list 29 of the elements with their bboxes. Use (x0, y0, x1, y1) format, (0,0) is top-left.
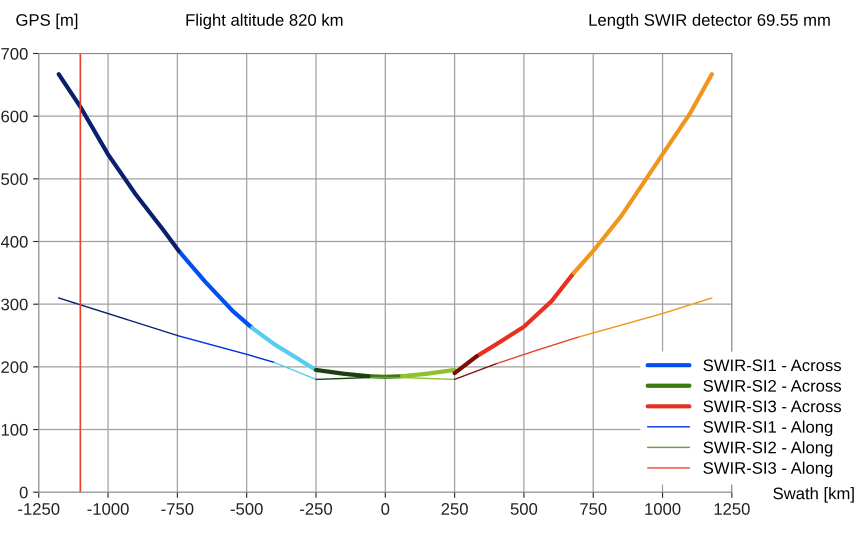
legend-label: SWIR-SI1 - Along (703, 420, 832, 436)
legend-label: SWIR-SI1 - Across (703, 359, 842, 372)
legend-label: SWIR-SI2 - Across (703, 380, 842, 392)
y-tick-label: 100 (2, 424, 28, 436)
y-axis-title: GPS [m] (16, 14, 78, 30)
text: Length SWIR detector 69.55 mm (590, 14, 830, 30)
x-tick-label: 500 (510, 503, 538, 515)
chart-title: Flight altitude 820 km (186, 14, 342, 30)
y-tick-label: 200 (1, 361, 28, 374)
x-tick-label: -1000 (87, 503, 129, 515)
x-tick-label: 0 (381, 503, 390, 515)
y-tick-label: 600 (1, 110, 28, 122)
legend-label: SWIR-SI3 - Across (703, 400, 842, 412)
y-tick-label: 400 (0, 236, 28, 248)
y-tick-label: 500 (1, 173, 28, 186)
x-tick-label: -500 (230, 503, 263, 515)
legend-label: SWIR-SI2 - Along (703, 441, 832, 457)
legend-label: SWIR-SI3 - Along (703, 462, 832, 478)
x-tick-label: 1000 (645, 503, 680, 515)
x-tick-label: -750 (161, 503, 194, 515)
y-tick-label: 0 (20, 486, 28, 498)
y-tick-label: 700 (1, 48, 28, 60)
x-tick-label: -250 (300, 503, 332, 515)
x-tick-label: 250 (442, 503, 468, 515)
y-tick-label: 300 (1, 298, 28, 310)
x-axis-title: Swath [km] (773, 487, 854, 503)
x-tick-label: -1250 (18, 503, 60, 515)
x-tick-label: 1250 (714, 503, 750, 515)
x-tick-label: 750 (580, 503, 606, 515)
